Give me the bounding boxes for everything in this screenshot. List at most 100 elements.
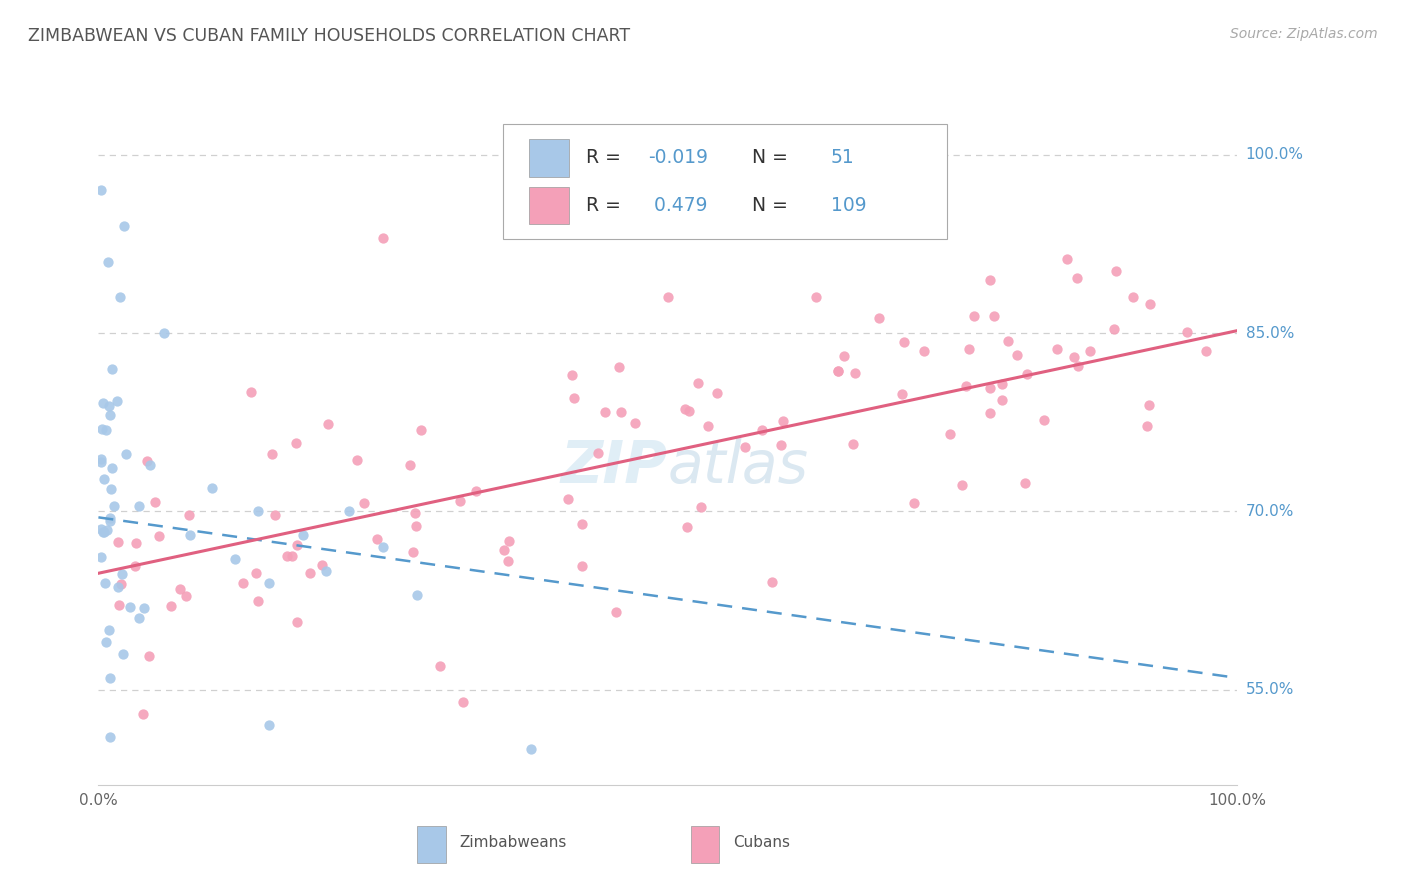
Point [152, 326, 174, 340]
Point [429, 659, 451, 673]
Point [891, 387, 914, 401]
Point [98, 511, 121, 525]
Point [751, 423, 773, 437]
Point [128, 499, 150, 513]
Text: 85.0%: 85.0% [1246, 326, 1294, 341]
Point [498, 534, 520, 549]
Point [997, 334, 1019, 348]
Point [697, 419, 720, 434]
Point [285, 615, 308, 629]
Point [1045, 342, 1067, 356]
Point [1139, 297, 1161, 311]
Point [903, 496, 925, 510]
Point [409, 424, 432, 438]
Text: 70.0%: 70.0% [1246, 504, 1294, 519]
Point [98, 399, 121, 413]
Point [1078, 343, 1101, 358]
Point [97, 254, 120, 268]
Point [404, 507, 426, 521]
Point [398, 458, 420, 472]
Point [292, 528, 315, 542]
Point [557, 491, 579, 506]
Point [98, 514, 121, 528]
Point [402, 544, 425, 558]
Bar [529, 186, 569, 224]
Point [979, 406, 1001, 420]
Point [571, 517, 593, 532]
Point [90, 452, 112, 467]
Point [115, 447, 138, 461]
Point [366, 532, 388, 546]
Bar [529, 139, 569, 177]
Point [607, 359, 630, 374]
Point [315, 564, 337, 578]
Point [1066, 271, 1088, 285]
Point [264, 508, 287, 522]
Point [240, 384, 263, 399]
Point [111, 567, 134, 582]
Text: 51: 51 [831, 148, 855, 168]
Point [979, 381, 1001, 395]
Point [593, 405, 616, 419]
Text: N =: N = [740, 196, 793, 215]
Point [96, 423, 118, 437]
Point [893, 335, 915, 350]
Point [134, 601, 156, 615]
Point [844, 366, 866, 380]
Point [276, 549, 298, 564]
Point [353, 496, 375, 510]
Point [118, 599, 141, 614]
Point [689, 500, 711, 515]
Text: -0.019: -0.019 [648, 148, 709, 168]
Point [138, 648, 160, 663]
Point [246, 504, 269, 518]
Point [94, 575, 117, 590]
Bar [690, 826, 718, 863]
Point [983, 310, 1005, 324]
Point [90, 183, 112, 197]
Point [1017, 367, 1039, 381]
Point [93, 525, 115, 540]
Point [143, 495, 166, 509]
Point [247, 593, 270, 607]
Point [868, 311, 890, 326]
Point [259, 718, 281, 732]
Point [561, 368, 583, 383]
Point [770, 438, 793, 452]
Point [804, 290, 827, 304]
Point [107, 535, 129, 549]
FancyBboxPatch shape [503, 124, 946, 239]
Point [105, 393, 128, 408]
Point [1137, 398, 1160, 412]
Point [138, 458, 160, 472]
Point [90, 454, 112, 468]
Point [673, 402, 696, 417]
Point [224, 552, 246, 566]
Point [761, 575, 783, 590]
Point [959, 343, 981, 357]
Text: Source: ZipAtlas.com: Source: ZipAtlas.com [1230, 27, 1378, 41]
Point [605, 605, 627, 619]
Text: R =: R = [586, 196, 627, 215]
Point [842, 437, 865, 451]
Point [176, 589, 198, 603]
Text: 0.479: 0.479 [648, 196, 709, 215]
Point [706, 386, 728, 401]
Point [177, 508, 200, 523]
Point [979, 273, 1001, 287]
Text: 100.0%: 100.0% [1246, 147, 1303, 162]
Point [112, 647, 135, 661]
Text: N =: N = [740, 148, 793, 168]
Point [284, 435, 307, 450]
Point [1056, 252, 1078, 266]
Point [586, 446, 609, 460]
Point [678, 403, 700, 417]
Point [201, 481, 224, 495]
Point [91, 421, 114, 435]
Point [96, 635, 118, 649]
Point [1122, 290, 1144, 304]
Point [91, 524, 114, 539]
Point [124, 559, 146, 574]
Point [688, 376, 710, 390]
Text: ZIP: ZIP [561, 438, 668, 495]
